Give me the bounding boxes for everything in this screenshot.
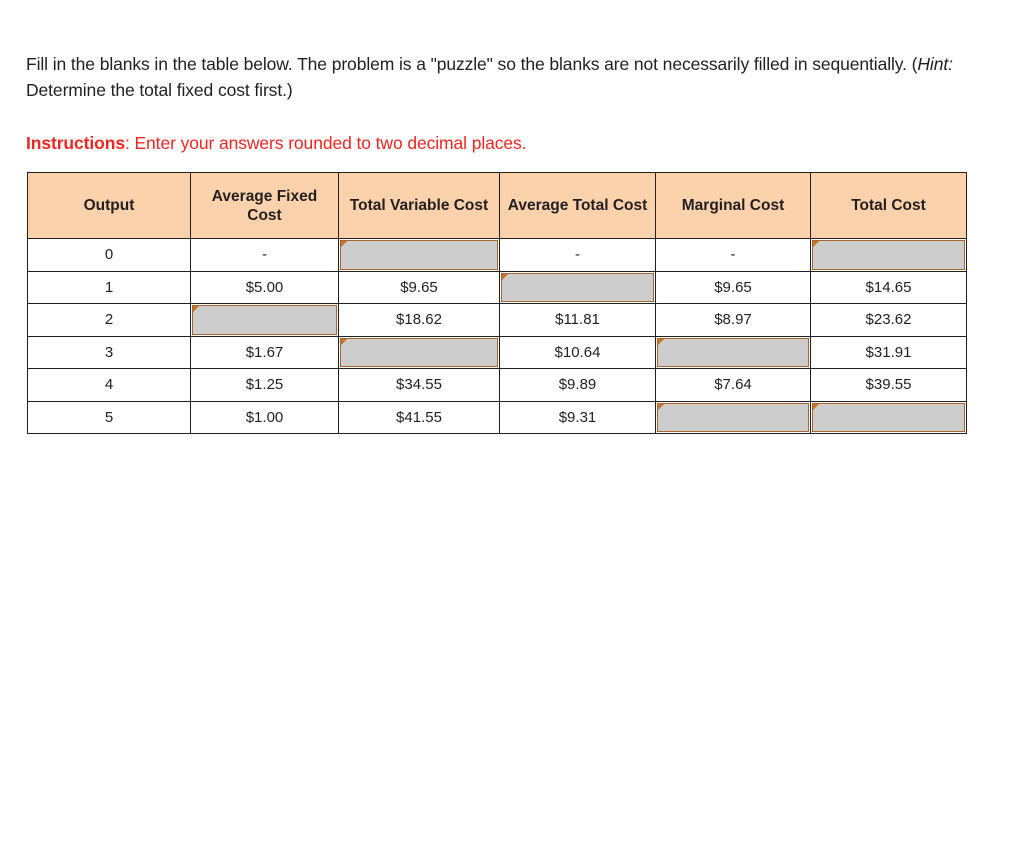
table-row: 4 $1.25 $34.55 $9.89 $7.64 $39.55 — [27, 368, 967, 402]
table-row: 1 $5.00 $9.65 $9.65 $14.65 — [27, 270, 967, 304]
instructions-line: Instructions: Enter your answers rounded… — [26, 131, 527, 155]
cell-marginal-cost: - — [655, 238, 811, 272]
instructions-text: : Enter your answers rounded to two deci… — [124, 132, 527, 153]
cell-marginal-cost: $8.97 — [655, 303, 811, 337]
cell-average-total-cost: $11.81 — [499, 303, 656, 337]
answer-box[interactable] — [812, 402, 965, 432]
table-row: 3 $1.67 $10.64 $31.91 — [27, 335, 967, 369]
cell-average-fixed-cost: $5.00 — [190, 270, 339, 304]
answer-input-total-variable-cost[interactable] — [338, 238, 500, 272]
table-body: 0 - - - 1 $5.00 $9.65 $9.65 $14.65 2 $18 — [27, 238, 967, 434]
header-row: Output Average Fixed Cost Total Variable… — [27, 172, 967, 239]
answer-box[interactable] — [340, 240, 498, 270]
table-row: 0 - - - — [27, 238, 967, 272]
cell-output: 3 — [27, 335, 191, 369]
table-header: Output Average Fixed Cost Total Variable… — [27, 172, 967, 239]
cell-total-variable-cost: $9.65 — [338, 270, 500, 304]
answer-box[interactable] — [657, 337, 809, 367]
column-header-output: Output — [27, 172, 191, 239]
answer-input-average-total-cost[interactable] — [499, 270, 656, 304]
instructions-label: Instructions — [26, 132, 125, 153]
column-header-average-total-cost: Average Total Cost — [499, 172, 656, 239]
cell-output: 1 — [27, 270, 191, 304]
prompt-text-part-1: Fill in the blanks in the table below. T… — [26, 53, 918, 74]
cell-average-fixed-cost: $1.67 — [190, 335, 339, 369]
cell-total-cost: $31.91 — [810, 335, 967, 369]
cell-total-variable-cost: $41.55 — [338, 400, 500, 434]
cell-marginal-cost: $9.65 — [655, 270, 811, 304]
answer-box[interactable] — [657, 402, 809, 432]
cell-output: 4 — [27, 368, 191, 402]
answer-box[interactable] — [812, 240, 965, 270]
cell-average-total-cost: $9.31 — [499, 400, 656, 434]
answer-box[interactable] — [501, 272, 654, 302]
answer-input-marginal-cost[interactable] — [655, 335, 811, 369]
cell-total-cost: $23.62 — [810, 303, 967, 337]
cell-average-total-cost: $10.64 — [499, 335, 656, 369]
cell-average-fixed-cost: - — [190, 238, 339, 272]
cell-average-total-cost: $9.89 — [499, 368, 656, 402]
cell-total-variable-cost: $34.55 — [338, 368, 500, 402]
table-row: 2 $18.62 $11.81 $8.97 $23.62 — [27, 303, 967, 337]
answer-input-average-fixed-cost[interactable] — [190, 303, 339, 337]
column-header-marginal-cost: Marginal Cost — [655, 172, 811, 239]
cell-total-variable-cost: $18.62 — [338, 303, 500, 337]
column-header-total-cost: Total Cost — [810, 172, 967, 239]
hint-label: Hint: — [917, 53, 953, 74]
cell-average-fixed-cost: $1.00 — [190, 400, 339, 434]
cell-marginal-cost: $7.64 — [655, 368, 811, 402]
cost-table: Output Average Fixed Cost Total Variable… — [27, 172, 967, 434]
cell-output: 0 — [27, 238, 191, 272]
answer-input-total-cost[interactable] — [810, 238, 967, 272]
answer-input-total-cost[interactable] — [810, 400, 967, 434]
table-row: 5 $1.00 $41.55 $9.31 — [27, 400, 967, 434]
column-header-average-fixed-cost: Average Fixed Cost — [190, 172, 339, 239]
answer-input-marginal-cost[interactable] — [655, 400, 811, 434]
cell-total-cost: $39.55 — [810, 368, 967, 402]
answer-box[interactable] — [192, 305, 337, 335]
cell-average-total-cost: - — [499, 238, 656, 272]
prompt-text-part-2: Determine the total fixed cost first.) — [26, 79, 293, 100]
answer-box[interactable] — [340, 337, 498, 367]
cell-output: 2 — [27, 303, 191, 337]
problem-prompt: Fill in the blanks in the table below. T… — [26, 51, 998, 103]
answer-input-total-variable-cost[interactable] — [338, 335, 500, 369]
cell-output: 5 — [27, 400, 191, 434]
cell-average-fixed-cost: $1.25 — [190, 368, 339, 402]
column-header-total-variable-cost: Total Variable Cost — [338, 172, 500, 239]
cell-total-cost: $14.65 — [810, 270, 967, 304]
